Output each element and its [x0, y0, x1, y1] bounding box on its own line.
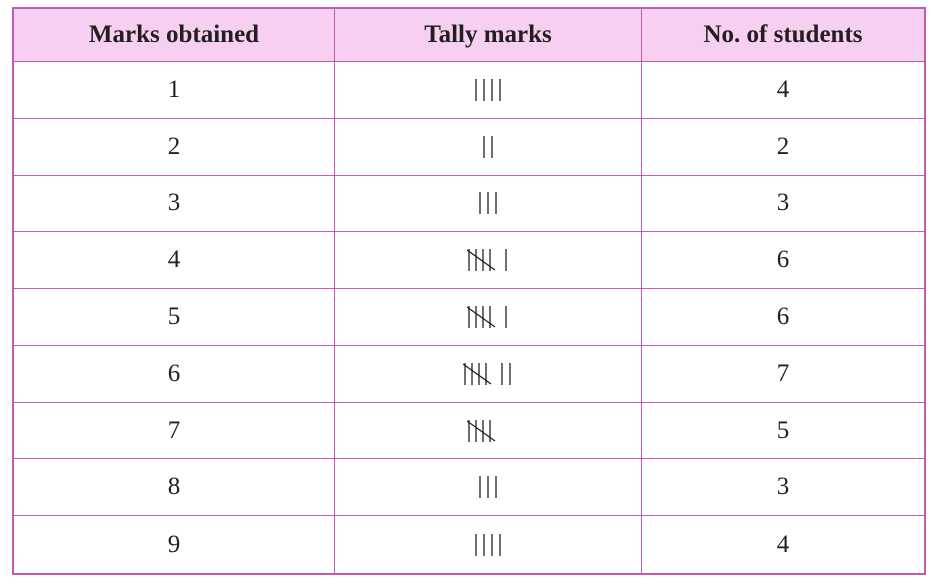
tally-cell: [335, 516, 642, 573]
tally-marks-graphic: [467, 305, 507, 328]
tally-marks-graphic: [482, 135, 493, 158]
header-tally-marks: Tally marks: [335, 9, 642, 62]
tally-marks-graphic: [478, 476, 497, 499]
tally-marks-graphic: [474, 533, 501, 556]
marks-cell: 9: [14, 516, 335, 573]
students-cell: 6: [642, 232, 924, 290]
students-cell: 7: [642, 346, 924, 403]
tally-crossbar: [467, 306, 496, 328]
tally-cell: [335, 62, 642, 119]
students-cell: 3: [642, 459, 924, 517]
marks-cell: 1: [14, 62, 335, 119]
marks-cell: 6: [14, 345, 335, 403]
marks-cell: 7: [14, 402, 335, 460]
tally-cell: [335, 118, 642, 176]
tally-cell: [335, 345, 642, 403]
tally-cell: [335, 459, 642, 517]
tally-cell: [335, 175, 642, 233]
students-cell: 4: [642, 62, 924, 119]
students-cell: 2: [642, 119, 924, 176]
marks-cell: 4: [14, 232, 335, 290]
tally-marks-graphic: [474, 78, 501, 101]
students-cell: 4: [776, 530, 790, 558]
tally-cell: [335, 232, 642, 290]
tally-marks-graphic: [478, 192, 497, 215]
tally-crossbar: [463, 363, 492, 385]
marks-cell: 2: [14, 118, 335, 176]
tally-crossbar: [467, 420, 496, 442]
tally-crossbar: [467, 249, 496, 271]
header-no-of-students: No. of students: [642, 9, 924, 62]
tally-marks-graphic: [467, 419, 496, 442]
tally-cell: [335, 289, 642, 346]
tally-marks-graphic: [467, 249, 507, 272]
students-cell: 6: [642, 289, 924, 346]
frequency-table: Marks obtained Tally marks No. of studen…: [12, 7, 926, 575]
marks-cell: 5: [14, 289, 335, 346]
marks-cell: 3: [14, 175, 335, 233]
students-cell: 5: [642, 403, 924, 460]
tally-cell: [335, 402, 642, 460]
header-marks-obtained: Marks obtained: [14, 9, 335, 62]
marks-cell: 8: [14, 459, 335, 517]
tally-marks-graphic: [463, 362, 511, 385]
students-cell: 3: [642, 176, 924, 233]
